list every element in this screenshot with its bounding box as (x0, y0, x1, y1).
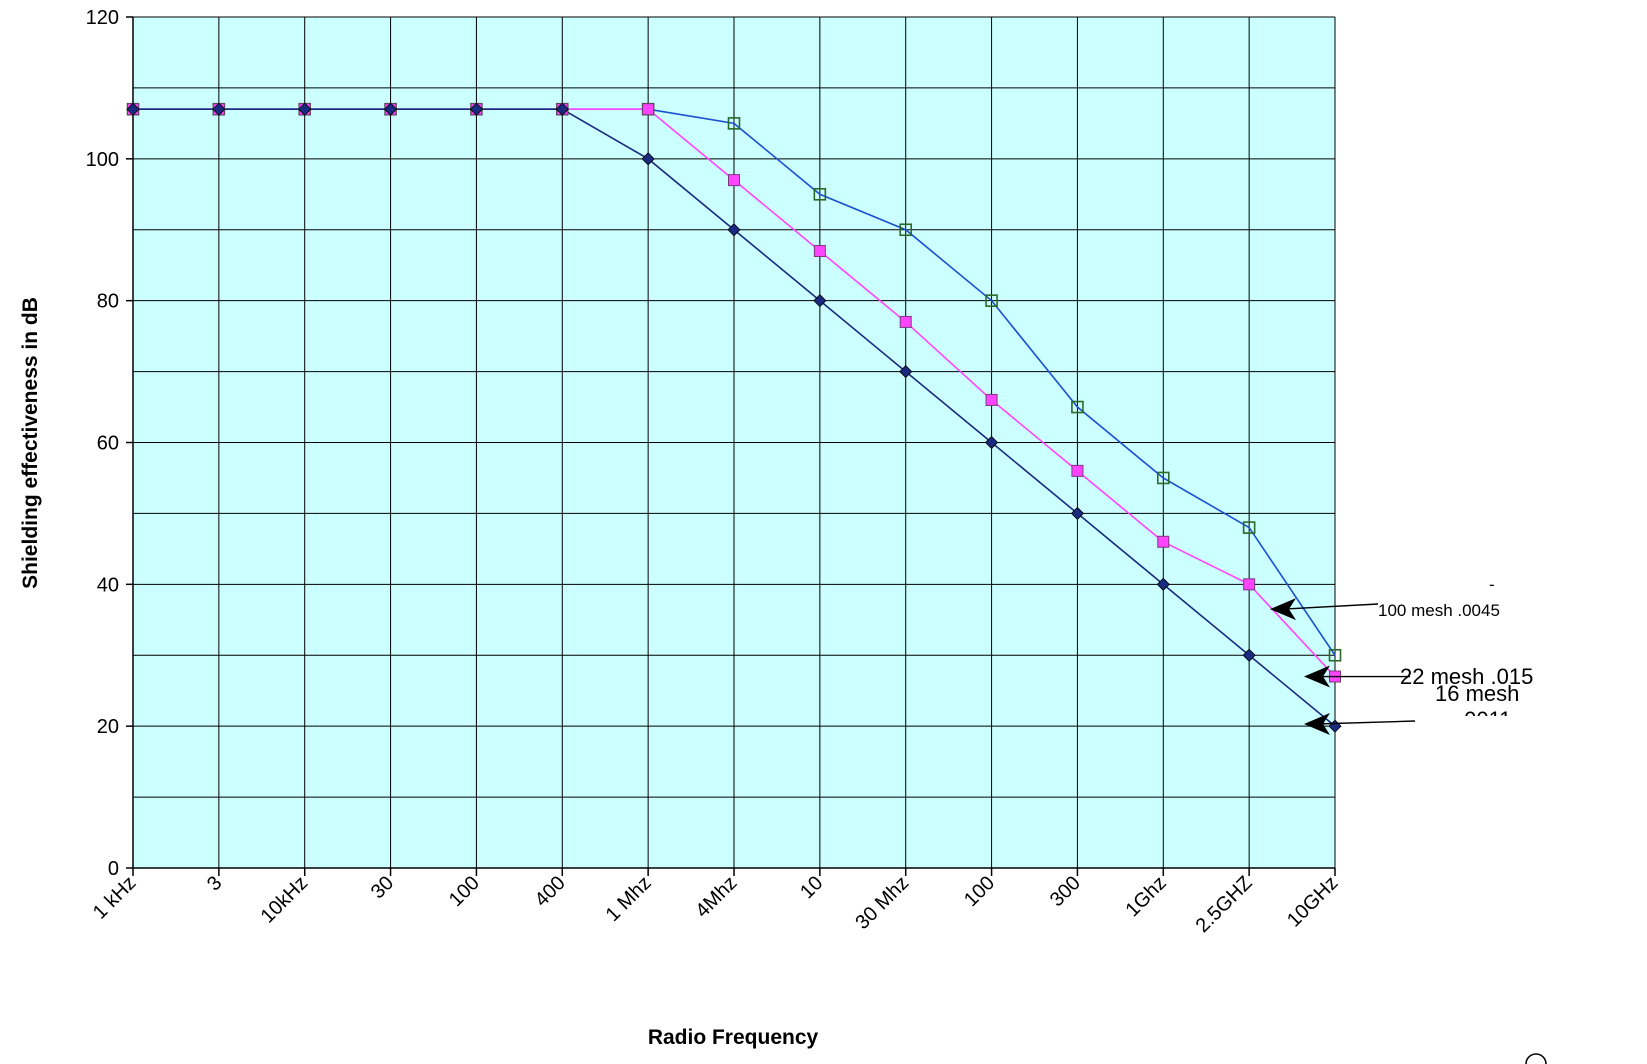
x-tick-label: 30 Mhz (851, 872, 913, 934)
data-point (1243, 578, 1256, 591)
annotation-16-mesh-size: .0011 (1458, 707, 1511, 732)
x-axis-title: Radio Frequency (648, 1026, 819, 1049)
data-point (126, 102, 140, 116)
annotation-arrow-22-mesh (1304, 665, 1410, 688)
x-tick-label: 100 (445, 872, 484, 911)
x-tick-label: 100 (960, 872, 999, 911)
x-tick-label: 300 (1046, 872, 1085, 911)
data-point (813, 245, 826, 258)
data-point (641, 152, 655, 166)
y-tick-label: 0 (108, 858, 119, 880)
y-tick-label: 40 (97, 574, 119, 596)
annotation-arrow-100-mesh (1270, 598, 1379, 621)
data-point (813, 294, 827, 308)
y-tick-label: 20 (97, 716, 119, 738)
y-tick-label: 100 (86, 149, 119, 171)
data-point (728, 174, 740, 187)
data-point (212, 102, 226, 116)
annotation-dash: - (1489, 575, 1495, 594)
arrow-shaft (1315, 720, 1416, 725)
data-point (1156, 577, 1170, 591)
x-tick-label: 3 (203, 872, 226, 895)
data-point (727, 117, 741, 130)
copyright-mark (1525, 1053, 1547, 1064)
data-point (1156, 471, 1170, 485)
x-tick-labels: 1 kHz 3 10kHz 30 100 400 1 Mhz 4Mhz 10 30 Mhz 100 3… (89, 872, 1343, 937)
y-tick-label: 120 (86, 7, 119, 29)
x-tick-label: 1Ghz (1121, 872, 1170, 921)
arrow-shaft (1281, 603, 1379, 610)
x-tick-label: 10 (796, 872, 827, 903)
data-point (1157, 535, 1170, 548)
y-tick-labels: 0 20 40 60 80 100 120 (86, 7, 119, 880)
annotation-22-mesh: 22 mesh .015 (1400, 664, 1533, 689)
data-point (384, 102, 398, 116)
data-point (298, 102, 312, 116)
data-point (1242, 521, 1256, 534)
x-tick-label: 2.5GHZ (1192, 872, 1257, 937)
x-tick-label: 400 (531, 872, 570, 911)
data-point (1070, 506, 1084, 520)
data-point (985, 294, 998, 307)
data-point (985, 393, 998, 406)
data-point (642, 103, 655, 116)
data-point (899, 365, 913, 379)
x-tick-label: 10GHz (1283, 872, 1343, 932)
data-point (899, 315, 912, 328)
x-tick-label: 10kHz (257, 872, 313, 928)
data-point (1071, 400, 1084, 414)
data-point (1328, 648, 1342, 662)
data-point (813, 187, 827, 201)
data-point (985, 435, 999, 450)
y-tick-label: 80 (97, 291, 119, 313)
annotation-100-mesh: 100 mesh .0045 (1378, 601, 1500, 620)
annotation-16-mesh: 16 mesh (1435, 681, 1519, 706)
annotation-arrow-16-mesh (1304, 713, 1416, 735)
y-tick-label: 60 (97, 433, 119, 455)
x-tick-label: 30 (367, 872, 398, 903)
arrowhead (1270, 598, 1296, 621)
axes (126, 16, 1336, 876)
x-tick-label: 4Mhz (691, 872, 741, 922)
data-point (469, 102, 483, 116)
arrowhead (1304, 665, 1330, 688)
arrowhead (1304, 713, 1330, 735)
data-point (1242, 648, 1256, 662)
data-point (899, 223, 913, 237)
x-tick-label: 1 Mhz (602, 872, 656, 926)
data-point (727, 223, 741, 237)
data-point (1071, 464, 1084, 477)
data-point (555, 102, 569, 116)
y-axis-title: Shielding effectiveness in dB (19, 297, 42, 589)
